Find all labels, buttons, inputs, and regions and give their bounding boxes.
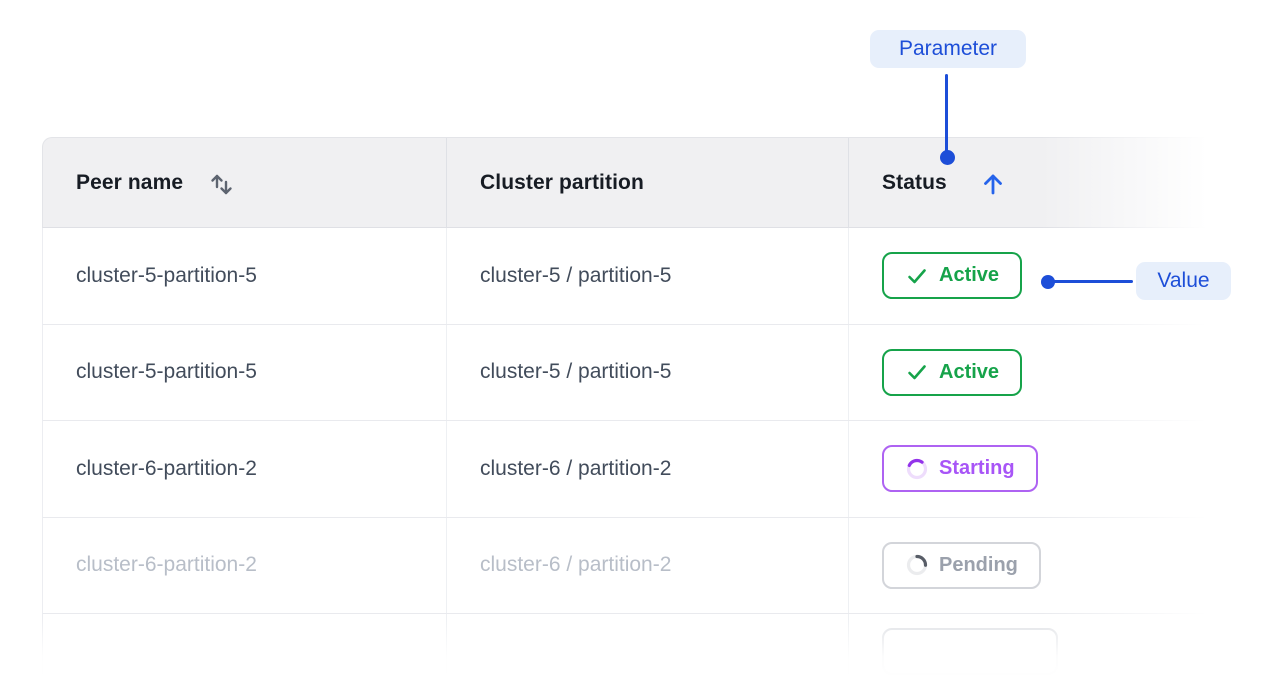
peer-name-text: cluster-5-partition-5: [76, 360, 257, 384]
arrow-up-icon[interactable]: [979, 170, 1007, 198]
status-badge-active: Active: [882, 348, 1023, 396]
peers-table: Peer name Cluster partition Status clust…: [42, 137, 1208, 688]
cell-status: Active: [849, 325, 1208, 421]
cluster-partition-text: cluster-5 / partition-5: [480, 360, 672, 384]
peer-name-text: cluster-5-partition-5: [76, 263, 257, 287]
cell-peer-name: cluster-5-partition-5: [43, 228, 447, 324]
parameter-connector-line: [945, 74, 948, 152]
cell-cluster-partition: cluster-5 / partition-5: [447, 228, 849, 324]
cell-cluster-partition: cluster-6 / partition-2: [447, 421, 849, 517]
cell-status: [849, 614, 1208, 688]
cell-status: Active: [849, 228, 1208, 324]
cell-cluster-partition: [447, 614, 849, 688]
column-header-label: Cluster partition: [480, 170, 644, 194]
cell-peer-name: cluster-5-partition-5: [43, 324, 447, 420]
status-badge-label: Active: [939, 360, 1000, 383]
spinner-icon: [906, 458, 928, 479]
column-header-cluster-partition: Cluster partition: [447, 138, 849, 227]
status-badge-pending: Pending: [882, 541, 1041, 589]
value-connector-line: [1048, 280, 1133, 283]
value-callout-label: Value: [1157, 269, 1210, 292]
cell-cluster-partition: cluster-6 / partition-2: [447, 517, 849, 613]
table-row: cluster-5-partition-5 cluster-5 / partit…: [42, 228, 1208, 325]
column-header-label: Peer name: [76, 170, 184, 194]
status-badge-label: Pending: [939, 553, 1018, 576]
spinner-icon: [906, 555, 928, 576]
table-row: cluster-5-partition-5 cluster-5 / partit…: [42, 324, 1208, 421]
table-row: cluster-6-partition-2 cluster-6 / partit…: [42, 421, 1208, 518]
value-callout-pill: Value: [1136, 262, 1231, 300]
parameter-callout-label: Parameter: [898, 37, 998, 60]
cell-peer-name: cluster-6-partition-2: [43, 517, 447, 613]
sort-both-icon[interactable]: [207, 169, 237, 201]
parameter-callout-pill: Parameter: [870, 30, 1026, 68]
check-icon: [908, 268, 926, 284]
cluster-partition-text: cluster-6 / partition-2: [480, 553, 672, 577]
table-row: cluster-6-partition-2 cluster-6 / partit…: [42, 517, 1208, 614]
status-badge-active: Active: [882, 252, 1023, 300]
cluster-partition-text: cluster-5 / partition-5: [480, 263, 672, 287]
check-icon: [908, 365, 926, 380]
column-header-label: Status: [882, 170, 947, 194]
peer-name-text: cluster-6-partition-2: [76, 456, 257, 480]
status-badge-starting: Starting: [882, 445, 1038, 493]
peer-name-text: cluster-6-partition-2: [76, 553, 257, 577]
column-header-peer-name[interactable]: Peer name: [43, 138, 447, 227]
status-badge-partial: [882, 627, 1058, 675]
cluster-partition-text: cluster-6 / partition-2: [480, 456, 672, 480]
cell-status: Pending: [849, 518, 1208, 614]
cell-peer-name: cluster-6-partition-2: [43, 421, 447, 517]
table-row-partial: [42, 614, 1208, 688]
status-badge-label: Active: [939, 264, 1000, 287]
status-badge-label: Starting: [939, 457, 1015, 480]
cell-peer-name: [43, 614, 447, 688]
cell-cluster-partition: cluster-5 / partition-5: [447, 324, 849, 420]
cell-status: Starting: [849, 421, 1208, 517]
column-header-status[interactable]: Status: [849, 138, 1208, 227]
parameter-connector-dot: [940, 150, 955, 165]
table-header-row: Peer name Cluster partition Status: [42, 137, 1208, 228]
